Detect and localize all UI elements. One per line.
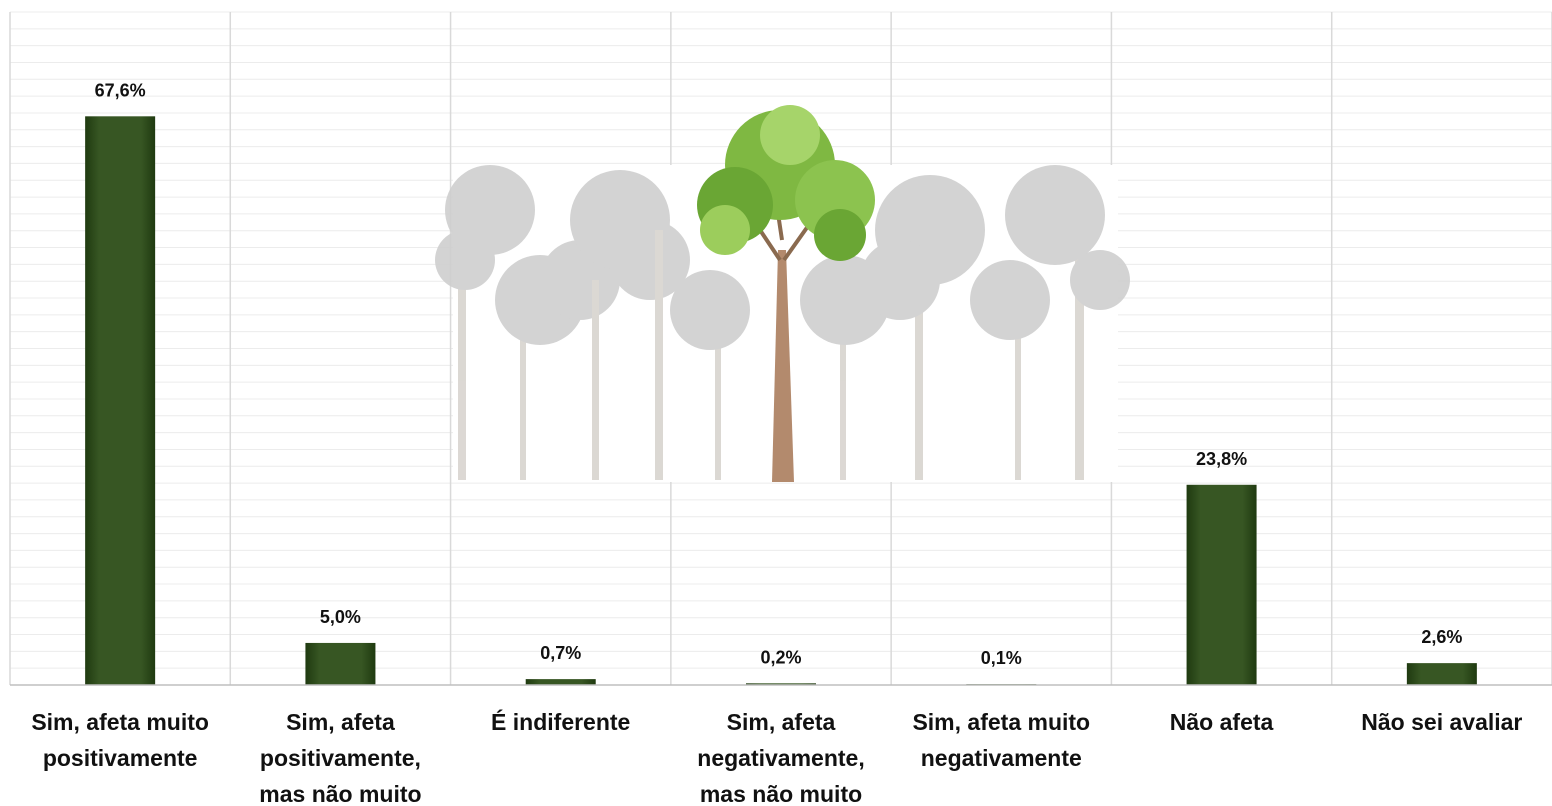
x-tick-label: É indiferente [456,704,666,740]
x-tick-label: Sim, afeta negativamente, mas não muito [676,704,886,806]
bar [1187,485,1257,685]
x-tick-label: Sim, afeta muito positivamente [15,704,225,776]
bar [526,679,596,685]
page: 67,6%5,0%0,7%0,2%0,1%23,8%2,6% (() => { … [0,0,1552,806]
value-label: 0,2% [760,647,801,667]
bar [305,643,375,685]
chart: 67,6% 5,0% 0,7% 0,2% 0,1% 23,8% 2,6% [0,0,1552,806]
x-tick-label: Sim, afeta muito negativamente [896,704,1106,776]
value-label: 23,8% [1196,449,1247,469]
value-label: 2,6% [1421,627,1462,647]
x-tick-label: Sim, afeta positivamente, mas não muito [235,704,445,806]
tree-illustration [435,105,1130,482]
x-tick-label: Não sei avaliar [1337,704,1547,740]
value-label: 5,0% [320,607,361,627]
value-label: 0,7% [540,643,581,663]
bar [85,116,155,685]
value-label: 67,6% [95,80,146,100]
value-label: 0,1% [981,648,1022,668]
x-tick-label: Não afeta [1117,704,1327,740]
bar [1407,663,1477,685]
